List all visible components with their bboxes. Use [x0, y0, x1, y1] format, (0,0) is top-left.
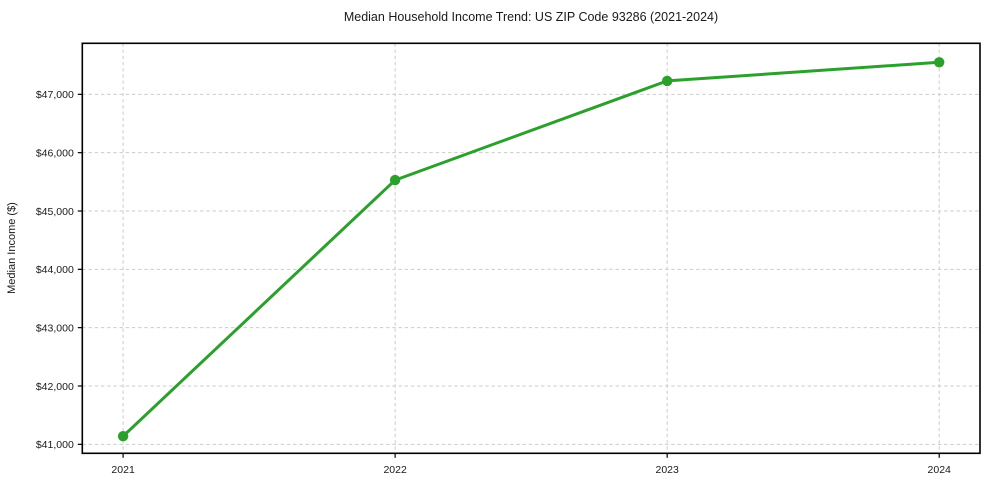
data-point-marker — [117, 431, 129, 442]
data-series-layer — [117, 57, 945, 442]
x-tick-label: 2021 — [111, 464, 135, 476]
grid-layer — [82, 43, 980, 454]
data-point-marker — [389, 174, 401, 186]
x-tick-label: 2024 — [928, 464, 952, 476]
y-tick-label: $45,000 — [36, 206, 74, 218]
y-axis-label: Median Income ($) — [6, 202, 18, 294]
x-tick-label: 2022 — [383, 464, 407, 476]
axis-layer: $41,000 $42,000 $43,000 $44,000 $45,000 $46,0… — [36, 42, 981, 476]
y-tick-label: $44,000 — [36, 264, 74, 276]
chart-title: Median Household Income Trend: US ZIP Co… — [344, 10, 718, 24]
y-tick-label: $47,000 — [36, 89, 74, 101]
plot-border — [81, 42, 981, 455]
data-point-marker — [662, 75, 673, 87]
y-tick-label: $43,000 — [36, 322, 74, 334]
trend-line — [121, 60, 941, 438]
x-tick-label: 2023 — [655, 464, 679, 476]
y-tick-label: $41,000 — [36, 439, 74, 451]
data-point-marker — [934, 57, 945, 68]
y-tick-label: $46,000 — [36, 147, 74, 159]
y-tick-label: $42,000 — [36, 381, 74, 393]
